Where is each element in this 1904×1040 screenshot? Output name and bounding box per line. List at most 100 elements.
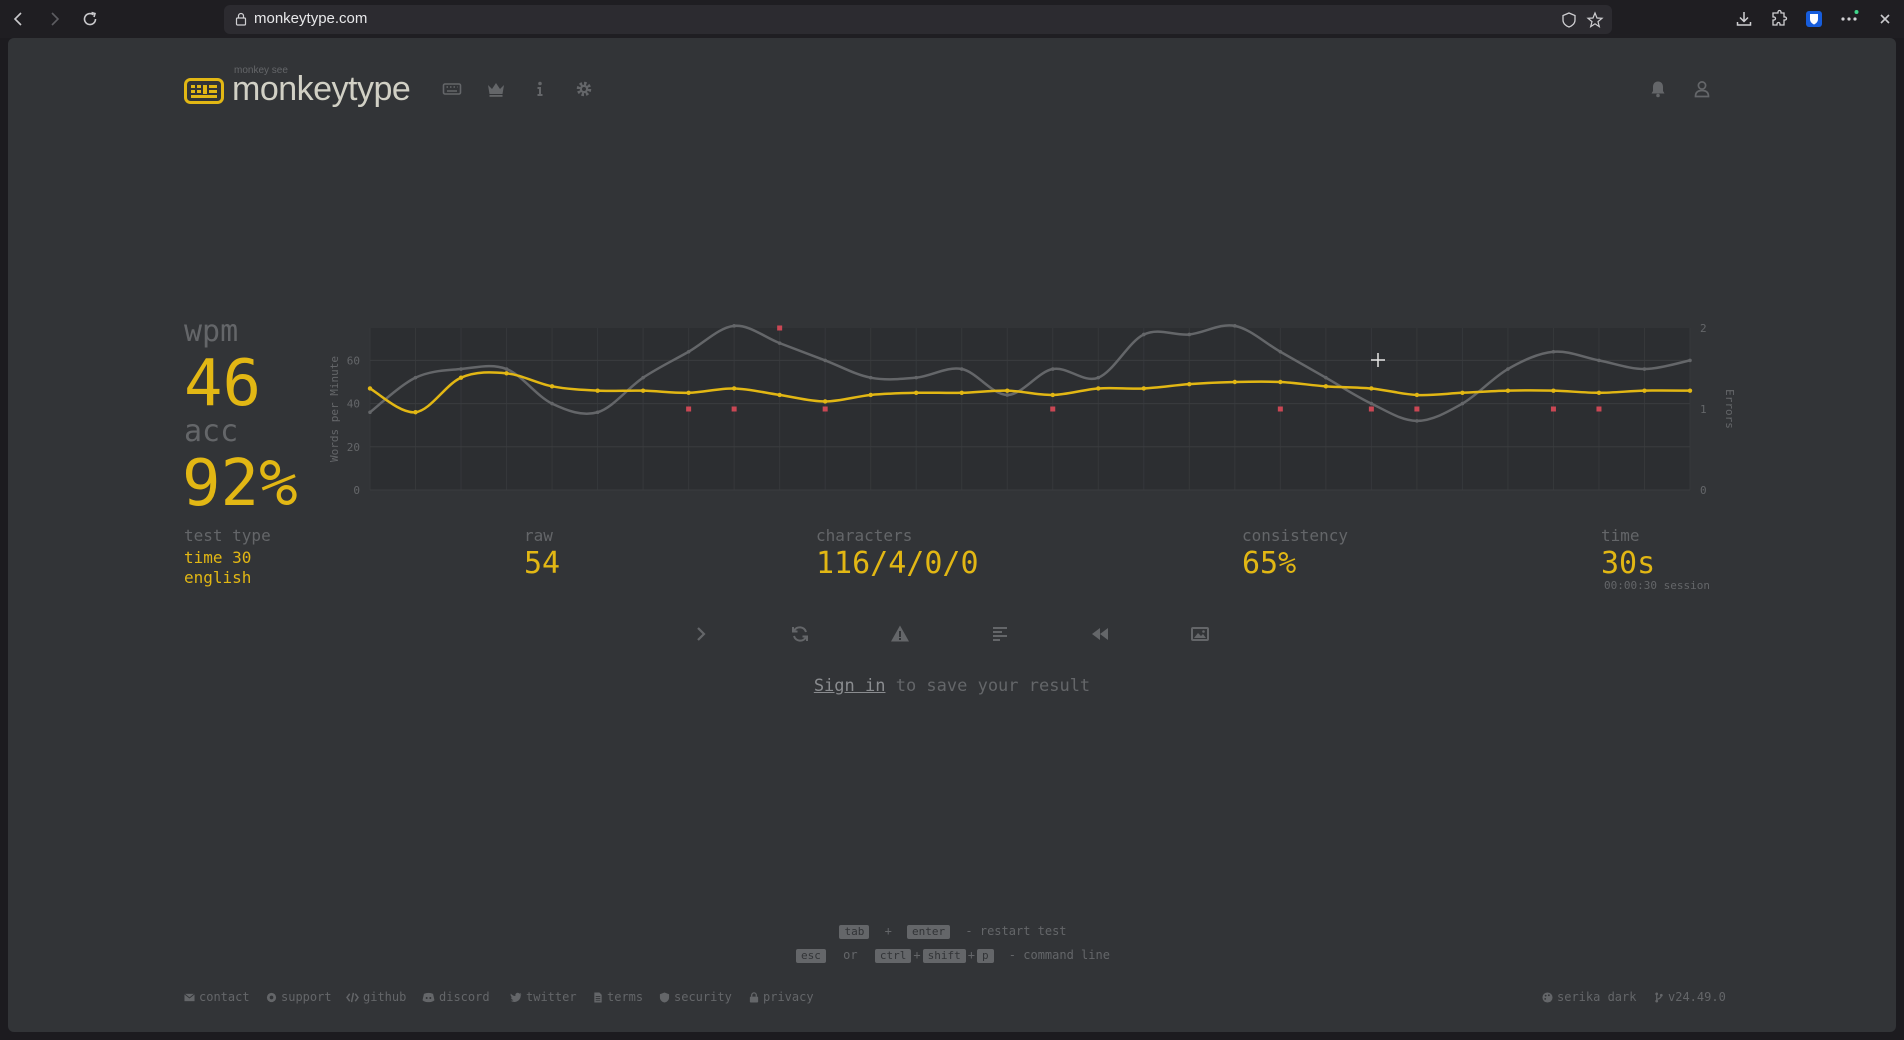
restart-hint: tab + enter - restart test — [8, 924, 1896, 939]
signin-link[interactable]: Sign in — [813, 676, 886, 696]
file-icon — [594, 992, 602, 1003]
wpm-series-point — [1050, 392, 1055, 398]
twitter-icon — [510, 992, 522, 1002]
result-chart[interactable]: 0204060012123456789101112131415161718192… — [320, 308, 1740, 511]
characters-label: characters — [816, 526, 913, 545]
footer-twitter[interactable]: twitter — [510, 990, 577, 1004]
wpm-series-point — [822, 399, 828, 404]
signin-prompt: Sign in to save your result — [8, 676, 1896, 696]
y-tick-label: 40 — [347, 398, 360, 411]
logo-subtitle: monkey see — [234, 65, 288, 76]
wpm-label: wpm — [184, 314, 239, 349]
raw-series-point — [1233, 324, 1237, 328]
gear-icon[interactable] — [574, 79, 594, 99]
footer-privacy[interactable]: privacy — [749, 990, 814, 1004]
raw-series-point — [1506, 367, 1510, 371]
raw-series-point — [1278, 349, 1283, 354]
address-bar[interactable]: monkeytype.com — [224, 5, 1612, 34]
shield-icon[interactable] — [1560, 11, 1578, 29]
y-tick-label: 60 — [347, 354, 360, 367]
raw-series-point — [1642, 367, 1647, 371]
footer-support[interactable]: support — [266, 990, 332, 1004]
url-text: monkeytype.com — [254, 10, 368, 27]
forward-icon[interactable] — [43, 8, 65, 30]
wpm-series-point — [1278, 379, 1283, 385]
footer-theme[interactable]: serika dark — [1542, 990, 1636, 1004]
restart-icon[interactable] — [788, 622, 812, 646]
command-line-hint: esc or ctrl + shift + p - command line — [8, 948, 1896, 963]
wpm-series-point — [640, 388, 646, 393]
test-type-label: test type — [184, 526, 271, 545]
reload-icon[interactable] — [79, 8, 101, 30]
footer-security[interactable]: security — [659, 990, 732, 1004]
footer-twitter-label: twitter — [526, 990, 577, 1004]
bell-icon[interactable] — [1648, 79, 1668, 99]
wpm-series-point — [504, 371, 509, 376]
error-marker — [731, 406, 737, 412]
test-type-language[interactable]: english — [184, 568, 252, 587]
raw-series-point — [777, 341, 782, 345]
screenshot-icon[interactable] — [1188, 622, 1212, 646]
session-time: 00:00:30 session — [1604, 579, 1710, 592]
error-marker — [1596, 406, 1602, 412]
characters-value: 116/4/0/0 — [816, 546, 979, 581]
footer-security-label: security — [674, 990, 732, 1004]
raw-series-point — [504, 367, 509, 371]
download-icon[interactable] — [1734, 9, 1754, 29]
bitwarden-icon[interactable] — [1804, 9, 1824, 29]
wpm-series-point — [1187, 381, 1192, 387]
next-test-icon[interactable] — [689, 622, 713, 646]
raw-series-point — [1688, 358, 1692, 363]
palette-icon — [1542, 992, 1553, 1003]
footer-terms[interactable]: terms — [593, 990, 643, 1004]
wpm-series-point — [731, 386, 737, 391]
lock-icon — [749, 992, 759, 1003]
raw-series-point — [1050, 367, 1055, 371]
crown-icon[interactable] — [486, 79, 506, 99]
user-icon[interactable] — [1692, 79, 1712, 99]
footer-contact[interactable]: contact — [184, 990, 250, 1004]
info-icon[interactable] — [530, 79, 550, 99]
raw-series-point — [732, 324, 736, 328]
wpm-series-point — [367, 386, 373, 391]
raw-series-point — [1141, 332, 1146, 337]
words-history-icon[interactable] — [988, 622, 1012, 646]
close-window-icon[interactable] — [1874, 8, 1896, 30]
warning-icon[interactable] — [888, 622, 912, 646]
wpm-series-point — [458, 375, 464, 380]
footer-privacy-label: privacy — [763, 990, 814, 1004]
raw-value: 54 — [524, 546, 561, 581]
monkeytype-page: monkey see monkeytype wpm 46 acc 92% 0 20… — [8, 38, 1896, 1032]
tab-key: tab — [839, 925, 870, 939]
extensions-icon[interactable] — [1769, 9, 1789, 29]
keyboard-icon[interactable] — [442, 79, 462, 99]
raw-series-point — [1096, 375, 1101, 380]
back-icon[interactable] — [8, 8, 30, 30]
donate-icon — [266, 992, 277, 1003]
footer-discord[interactable]: discord — [422, 990, 490, 1004]
time-label: time — [1601, 526, 1640, 545]
wpm-series-line — [369, 371, 1691, 414]
error-marker — [822, 406, 828, 412]
wpm-series-point — [686, 390, 691, 395]
footer-support-label: support — [281, 990, 332, 1004]
bookmark-star-icon[interactable] — [1586, 11, 1604, 29]
raw-series-point — [595, 410, 600, 415]
footer-github[interactable]: github — [346, 990, 406, 1004]
footer-version[interactable]: v24.49.0 — [1654, 990, 1726, 1004]
raw-series-point — [550, 401, 554, 406]
wpm-series-point — [1687, 388, 1693, 393]
error-marker — [777, 325, 783, 331]
wpm-series-point — [1596, 390, 1602, 395]
raw-label: raw — [524, 526, 553, 545]
menu-dots-icon[interactable] — [1839, 9, 1859, 29]
chart-plot-area — [370, 328, 1690, 490]
shield-icon — [659, 992, 670, 1003]
wpm-series-point — [1414, 392, 1420, 398]
raw-series-point — [1415, 419, 1419, 423]
wpm-series-point — [1096, 386, 1101, 391]
replay-icon[interactable] — [1088, 622, 1112, 646]
raw-series-point — [914, 375, 919, 380]
test-type-mode[interactable]: time 30 — [184, 548, 252, 567]
raw-series-point — [959, 367, 964, 371]
